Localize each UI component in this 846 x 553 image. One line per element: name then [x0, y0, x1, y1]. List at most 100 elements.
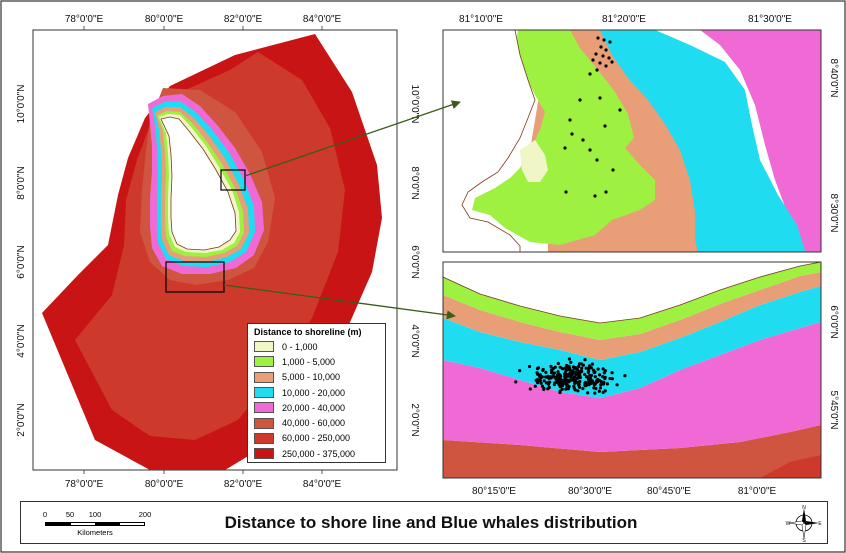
whale-point	[541, 368, 545, 372]
zone-5000-10000	[443, 272, 821, 360]
whale-point	[583, 384, 588, 388]
scale-bar-graphic	[45, 522, 145, 526]
legend-item: 1,000 - 5,000	[248, 354, 385, 369]
whale-point	[593, 370, 597, 374]
coast-land-south	[443, 262, 821, 324]
zone-1000-5000	[472, 30, 655, 245]
whale-point	[615, 383, 619, 387]
zone-10000-20000	[585, 30, 806, 252]
whale-point	[575, 367, 580, 371]
inset-bottom-xtick: 81°0'0"E	[738, 486, 777, 497]
legend-label: 40,000 - 60,000	[282, 418, 346, 429]
main-ytick-right: 10°0'0"N	[409, 85, 420, 124]
inset-map-east	[442, 29, 822, 253]
whale-point	[556, 370, 560, 374]
whale-point	[544, 381, 549, 385]
whale-point	[608, 376, 612, 381]
main-ytick-right: 2°0'0"N	[409, 403, 420, 436]
main-x-ticks-bottom: 78°0'0"E 80°0'0"E 82°0'0"E 84°0'0"E	[65, 479, 342, 490]
whale-point	[560, 387, 564, 391]
main-xtick-bottom: 78°0'0"E	[65, 479, 104, 490]
compass-w: W	[786, 521, 791, 527]
whale-point	[560, 384, 564, 388]
whale-point	[583, 358, 587, 362]
whale-point	[551, 374, 555, 378]
legend-title: Distance to shoreline (m)	[254, 327, 362, 337]
zone-40000-60000	[443, 425, 821, 478]
whale-point	[556, 361, 560, 366]
whale-point	[576, 380, 581, 385]
zone-1000-5000	[443, 262, 821, 340]
whale-point	[596, 377, 600, 382]
whale-point	[576, 389, 580, 393]
inset-bottom-ytick: 5°45'0"N	[828, 391, 839, 430]
footer-panel: 0 50 100 200 Kilometers Distance to shor…	[20, 501, 828, 544]
legend-label: 5,000 - 10,000	[282, 372, 341, 383]
main-ytick-left: 6°0'0"N	[16, 245, 27, 278]
whale-point	[560, 366, 565, 371]
scale-label: 0	[42, 510, 48, 519]
extent-box-south	[165, 261, 225, 293]
whale-point	[567, 374, 571, 378]
legend-item: 0 - 1,000	[248, 339, 385, 354]
whale-point	[573, 378, 577, 382]
zone-20000-40000	[443, 322, 821, 452]
main-y-ticks-left: 10°0'0"N 8°0'0"N 6°0'0"N 4°0'0"N 2°0'0"N	[16, 85, 27, 437]
whale-point	[544, 370, 548, 374]
whale-point	[590, 379, 594, 383]
whale-point	[549, 364, 553, 368]
whale-point	[571, 377, 575, 381]
whale-point	[557, 382, 561, 387]
legend-swatch	[254, 448, 274, 460]
whale-point	[560, 379, 564, 383]
whale-point	[540, 384, 545, 388]
legend-swatch	[254, 371, 274, 383]
whale-point	[559, 374, 563, 378]
whale-point	[567, 357, 572, 361]
whale-point	[587, 383, 591, 387]
scale-label: 50	[65, 510, 75, 519]
whale-point	[568, 371, 572, 375]
inset-bottom-y-ticks: 6°0'0"N 5°45'0"N	[828, 305, 839, 429]
inset-top-xtick: 81°10'0"E	[459, 14, 503, 25]
legend-item: 5,000 - 10,000	[248, 370, 385, 385]
zone-60000-250000	[760, 455, 821, 478]
zone-20000-40000	[615, 30, 821, 252]
whale-point	[599, 383, 603, 387]
inset-arrow-south	[223, 284, 456, 320]
whale-point	[573, 381, 577, 385]
north-arrow-icon: N S W E	[786, 505, 823, 542]
whale-point	[596, 367, 600, 371]
legend-label: 60,000 - 250,000	[282, 433, 351, 444]
whale-point	[533, 384, 537, 388]
whale-point	[597, 389, 601, 393]
whale-point	[581, 386, 585, 391]
legend-label: 20,000 - 40,000	[282, 402, 346, 413]
whale-point	[585, 375, 589, 379]
compass-s: S	[802, 538, 806, 542]
whale-point	[610, 371, 614, 375]
main-ytick-left: 10°0'0"N	[16, 85, 27, 124]
whale-point	[577, 370, 581, 374]
legend-item: 40,000 - 60,000	[248, 415, 385, 430]
scale-bar: 0 50 100 200 Kilometers	[42, 510, 155, 540]
whale-point	[578, 385, 582, 389]
whale-point	[586, 366, 591, 370]
whale-point	[580, 366, 584, 370]
main-ytick-left: 4°0'0"N	[16, 324, 27, 357]
whale-point	[563, 376, 567, 380]
whale-point	[584, 381, 589, 385]
legend-item: 60,000 - 250,000	[248, 431, 385, 446]
inset-top-x-ticks: 81°10'0"E 81°20'0"E 81°30'0"E	[459, 14, 792, 25]
whale-point	[553, 365, 557, 369]
zone-0-1000	[520, 140, 548, 182]
whale-point	[602, 371, 606, 375]
compass-e: E	[818, 521, 822, 527]
legend-swatch	[254, 356, 274, 368]
whale-point	[588, 373, 592, 377]
whale-point	[598, 386, 603, 390]
whale-point	[514, 380, 518, 384]
scale-unit: Kilometers	[77, 528, 113, 537]
whale-point	[518, 369, 522, 373]
